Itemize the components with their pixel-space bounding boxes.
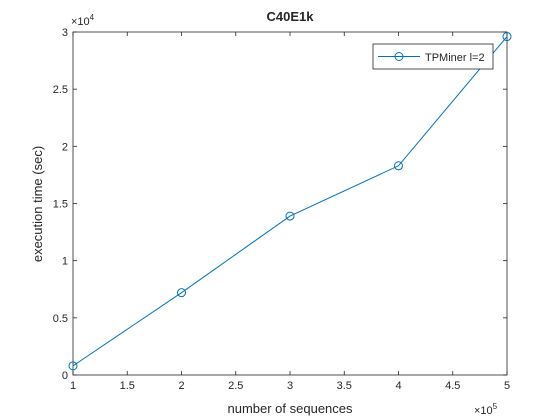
y-multiplier-base: ×10 <box>71 16 90 28</box>
data-point-marker <box>394 161 403 171</box>
legend: TPMiner l=2 <box>372 43 494 70</box>
x-tick-label: 1 <box>70 380 76 392</box>
y-tick-label: 1 <box>62 256 68 268</box>
x-multiplier-base: ×10 <box>474 405 493 417</box>
x-ticks: 1 1.5 2 2.5 3 3.5 4 4.5 5 <box>70 32 510 392</box>
y-tick-label: 0 <box>62 370 68 382</box>
x-axis-multiplier: ×105 <box>474 402 498 417</box>
x-tick-label: 3.5 <box>337 380 352 392</box>
x-tick-label: 4 <box>395 380 401 392</box>
data-point-marker <box>68 361 78 371</box>
x-tick-label: 4.5 <box>445 380 460 392</box>
y-ticks: 0 0.5 1 1.5 2 2.5 3 <box>53 27 507 382</box>
data-point-marker <box>285 211 295 221</box>
data-point-marker <box>502 32 512 42</box>
y-multiplier-exponent: 4 <box>90 13 95 22</box>
y-tick-label: 0.5 <box>53 313 68 325</box>
x-tick-label: 2 <box>178 380 184 392</box>
plot-area <box>72 31 508 376</box>
legend-entry-label: TPMiner l=2 <box>425 52 485 64</box>
y-tick-label: 1.5 <box>53 199 68 211</box>
x-axis-label: number of sequences <box>227 401 353 416</box>
y-tick-label: 3 <box>62 27 68 39</box>
series-layer <box>68 32 512 371</box>
x-tick-label: 3 <box>287 380 293 392</box>
y-axis-multiplier: ×104 <box>71 13 95 28</box>
y-axis-label: execution time (sec) <box>30 146 45 262</box>
data-point-marker <box>177 288 186 298</box>
x-tick-label: 2.5 <box>228 380 243 392</box>
x-multiplier-exponent: 5 <box>493 402 498 411</box>
y-tick-label: 2 <box>62 141 68 153</box>
y-tick-label: 2.5 <box>53 84 68 96</box>
x-tick-label: 5 <box>504 380 510 392</box>
chart-title: C40E1k <box>267 9 315 24</box>
legend-marker <box>394 52 404 61</box>
x-tick-label: 1.5 <box>120 380 135 392</box>
series-line <box>72 36 508 367</box>
